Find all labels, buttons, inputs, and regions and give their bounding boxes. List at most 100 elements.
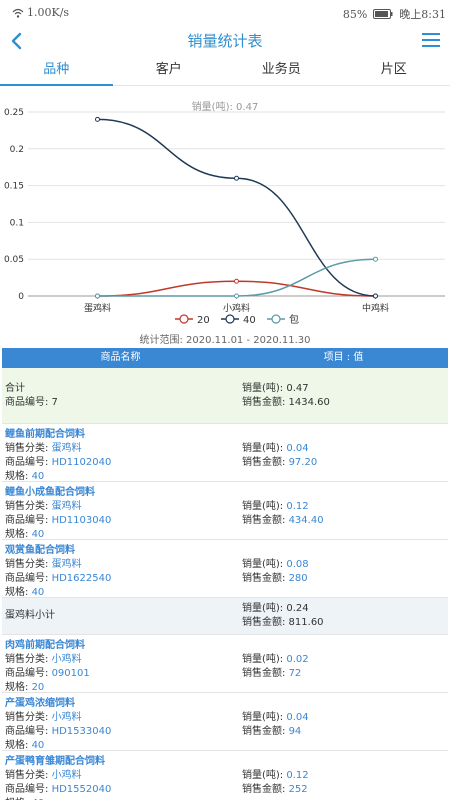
- table-row[interactable]: 观赏鱼配合饲料 销售分类: 蛋鸡料 商品编号: HD1622540 规格: 40 销量…: [2, 540, 448, 598]
- qty-value: 0.12: [286, 501, 309, 512]
- category-value: 蛋鸡料: [51, 443, 82, 454]
- sales-table: 商品名称 项目 : 值 合计 商品编号: 7 销量(吨): 0.47 销售金额:…: [2, 348, 448, 800]
- wifi-icon: [12, 8, 24, 18]
- total-qty: 销量(吨): 0.47: [242, 382, 309, 394]
- spec-value: 40: [31, 740, 45, 751]
- code-value: HD1102040: [51, 457, 112, 468]
- subtotal-amount: 销售金额: 811.60: [242, 617, 324, 628]
- amount-value: 280: [288, 573, 308, 584]
- code-value: HD1552040: [51, 784, 112, 795]
- x-tick-label: 中鸡料: [362, 302, 389, 314]
- code-value: HD1533040: [51, 726, 112, 737]
- spec-value: 40: [31, 529, 45, 540]
- amount-label: 销售金额:: [242, 515, 286, 526]
- amount-value: 97.20: [288, 457, 318, 468]
- code-label: 商品编号:: [5, 457, 49, 468]
- series-point-2: [95, 293, 100, 299]
- legend-label: 40: [243, 315, 256, 326]
- qty-label: 销量(吨):: [242, 654, 284, 665]
- table-row[interactable]: 鲤鱼小成鱼配合饲料 销售分类: 蛋鸡料 商品编号: HD1103040 规格: 40 …: [2, 482, 448, 540]
- spec-value: 40: [31, 587, 45, 598]
- chart-title: 销量(吨): 0.47: [191, 102, 259, 113]
- legend-marker-0: [179, 314, 189, 324]
- battery-level: 85%: [342, 7, 368, 21]
- series-point-2: [234, 293, 239, 299]
- tab-customer[interactable]: 客户: [155, 62, 182, 77]
- amount-value: 72: [288, 668, 302, 679]
- code-value: HD1103040: [51, 515, 112, 526]
- code-label: 商品编号:: [5, 515, 49, 526]
- back-arrow-icon[interactable]: [6, 28, 28, 54]
- y-tick-label: 0: [18, 292, 24, 302]
- subtotal-name: 蛋鸡料小计: [5, 610, 55, 621]
- spec-value: 40: [32, 798, 45, 800]
- spec-label: 规格:: [5, 529, 29, 540]
- series-point-1: [373, 293, 378, 299]
- network-speed: 1.00K/s: [27, 6, 70, 19]
- y-tick-label: 0.25: [4, 108, 24, 118]
- chart-range-label: 统计范围: 2020.11.01 - 2020.11.30: [139, 335, 311, 346]
- qty-value: 0.04: [286, 712, 309, 723]
- qty-value: 0.12: [286, 770, 309, 781]
- legend-label: 20: [197, 315, 210, 326]
- legend-marker-2: [271, 314, 281, 324]
- table-row[interactable]: 产蛋鸡浓缩饲料 销售分类: 小鸡料 商品编号: HD1533040 规格: 40 销量…: [2, 693, 448, 751]
- tab-variety[interactable]: 品种: [0, 58, 113, 86]
- amount-label: 销售金额:: [242, 668, 286, 679]
- spec-value: 20: [31, 682, 45, 693]
- product-name: 产蛋鸡浓缩饲料: [5, 698, 75, 709]
- code-label: 商品编号:: [5, 573, 49, 584]
- code-label: 商品编号:: [5, 726, 49, 737]
- qty-label: 销量(吨):: [242, 559, 284, 570]
- category-label: 销售分类:: [5, 712, 49, 723]
- amount-label: 销售金额:: [242, 457, 286, 468]
- qty-label: 销量(吨):: [242, 443, 284, 454]
- chart-canvas: 0 0.05 0.1 0.15 0.2 0.25 蛋鸡料 小鸡料 中鸡料 20 40 包: [4, 108, 445, 326]
- battery-icon: [373, 9, 393, 19]
- series-point-0: [234, 278, 239, 284]
- series-point-1: [234, 175, 239, 181]
- product-name: 鲤鱼前期配合饲料: [5, 429, 85, 440]
- tab-salesperson[interactable]: 业务员: [261, 62, 301, 77]
- amount-value: 252: [288, 784, 308, 795]
- code-label: 商品编号:: [5, 668, 49, 679]
- category-value: 蛋鸡料: [51, 501, 82, 512]
- category-label: 销售分类:: [5, 443, 49, 454]
- category-label: 销售分类:: [5, 654, 49, 665]
- x-tick-label: 小鸡料: [223, 302, 250, 314]
- amount-value: 94: [288, 726, 302, 737]
- nav-bar: 销量统计表: [0, 24, 450, 58]
- product-name: 肉鸡前期配合饲料: [5, 640, 85, 651]
- spec-label: 规格:: [5, 798, 28, 800]
- col-item-value: 项目 : 值: [323, 352, 364, 363]
- series-line-1: [97, 118, 376, 297]
- status-bar: 1.00K/s 85% 晚上8:31: [0, 0, 450, 24]
- tab-region[interactable]: 片区: [380, 62, 407, 77]
- category-label: 销售分类:: [5, 770, 49, 781]
- clock: 晚上8:31: [399, 8, 446, 21]
- x-tick-label: 蛋鸡料: [84, 302, 111, 314]
- spec-label: 规格:: [5, 587, 29, 598]
- menu-icon[interactable]: [422, 31, 440, 49]
- qty-value: 0.08: [286, 559, 309, 570]
- table-row[interactable]: 鲤鱼前期配合饲料 销售分类: 蛋鸡料 商品编号: HD1102040 规格: 40 销…: [2, 424, 448, 482]
- table-row[interactable]: 肉鸡前期配合饲料 销售分类: 小鸡料 商品编号: 090101 规格: 20 销量(吨…: [2, 635, 448, 693]
- page-title: 销量统计表: [187, 32, 263, 50]
- y-tick-label: 0.2: [10, 145, 24, 155]
- y-tick-label: 0.15: [4, 182, 24, 192]
- qty-value: 0.04: [286, 443, 309, 454]
- spec-label: 规格:: [5, 682, 29, 693]
- legend-marker-1: [225, 314, 235, 324]
- spec-value: 40: [31, 471, 45, 482]
- code-value: HD1622540: [51, 573, 112, 584]
- spec-label: 规格:: [5, 471, 29, 482]
- product-name: 观赏鱼配合饲料: [5, 545, 75, 556]
- total-row[interactable]: 合计 商品编号: 7 销量(吨): 0.47 销售金额: 1434.60: [2, 368, 448, 424]
- qty-label: 销量(吨):: [242, 770, 284, 781]
- subtotal-row[interactable]: 蛋鸡料小计 销量(吨): 0.24 销售金额: 811.60: [2, 598, 448, 635]
- amount-label: 销售金额:: [242, 784, 286, 795]
- amount-value: 434.40: [288, 515, 324, 526]
- amount-label: 销售金额:: [242, 573, 286, 584]
- code-value: 090101: [51, 668, 90, 679]
